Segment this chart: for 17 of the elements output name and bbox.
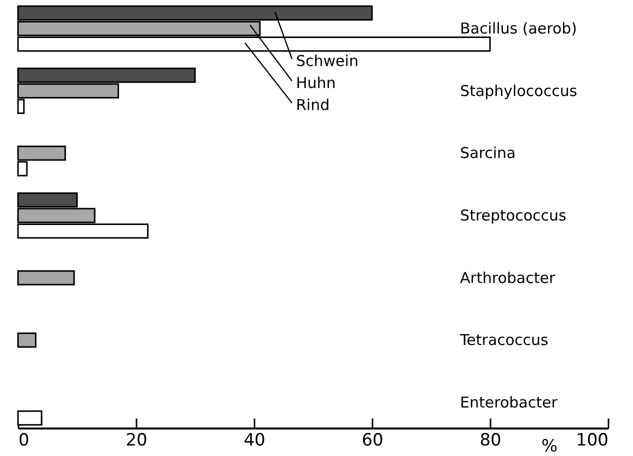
text: Huhn: [296, 74, 336, 92]
x-tick-label: 0: [18, 430, 30, 450]
text: Rind: [296, 96, 330, 114]
y-tick-label: Tetracoccus: [459, 331, 549, 350]
y-tick-label: Streptococcus: [460, 206, 567, 224]
y-tick-label: Sarcina: [460, 144, 516, 162]
y-tick-label: Arthrobacter: [460, 268, 556, 287]
x-tick-label: 20: [126, 430, 148, 450]
y-tick-label: Enterobacter: [460, 393, 558, 412]
x-tick-label: 60: [362, 430, 384, 450]
x-tick-label: 40: [244, 430, 266, 450]
y-tick-label: Bacillus (aerob): [460, 20, 578, 38]
x-axis-title: %: [541, 436, 558, 456]
x-tick-label: 80: [480, 430, 502, 450]
x-tick-label: 100: [576, 430, 608, 450]
text: Schwein: [296, 52, 358, 70]
y-tick-label: Staphylococcus: [460, 82, 578, 100]
